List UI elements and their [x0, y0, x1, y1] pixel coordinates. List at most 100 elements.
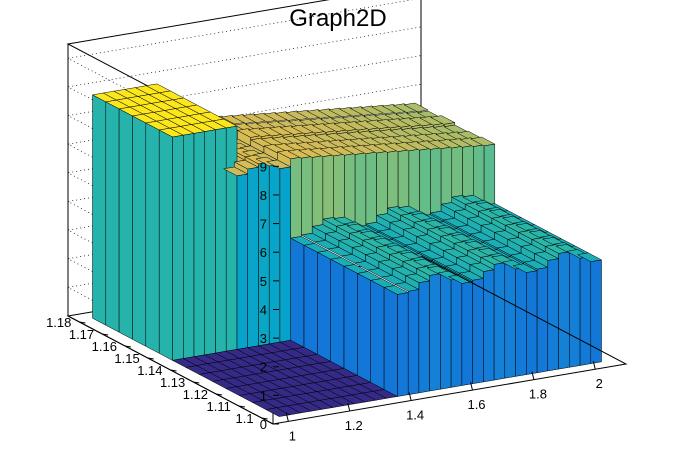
surface-wall [558, 251, 570, 370]
surface-wall [383, 286, 398, 397]
surface-wall [365, 151, 377, 225]
x-tick-label: 1.4 [406, 408, 424, 423]
surface-wall [333, 153, 345, 220]
surface-wall [408, 148, 420, 214]
surface-wall [579, 256, 592, 366]
surface-wall [236, 173, 248, 350]
surface-wall [526, 270, 538, 375]
surface-wall [590, 259, 602, 364]
surface-wall [450, 277, 463, 388]
surface-wall [405, 275, 420, 290]
surface-wall [354, 152, 367, 228]
x-tick-label: 1.6 [467, 397, 485, 412]
surface-wall [397, 149, 410, 209]
surface-wall [430, 147, 442, 214]
surface-wall [357, 272, 371, 383]
x-tick-label: 1.8 [529, 387, 547, 402]
surface-wall [215, 127, 227, 354]
surface-wall [158, 129, 173, 361]
y-tick-mark [124, 345, 132, 348]
surface-wall [419, 148, 431, 217]
surface-cell [231, 114, 257, 124]
surface-cell [371, 104, 397, 115]
y-tick-mark [261, 417, 268, 420]
surface-wall [473, 144, 485, 203]
z-tick-label: 6 [260, 245, 267, 260]
x-tick-mark [347, 402, 351, 412]
y-tick-label: 1.15 [114, 351, 139, 366]
surface-wall [268, 163, 281, 345]
surface-wall [429, 273, 441, 392]
surface-wall [416, 267, 430, 282]
z-tick-label: 7 [260, 217, 267, 232]
x-tick-label: 1 [289, 428, 296, 443]
x-tick-mark [470, 381, 474, 391]
y-tick-label: 1.13 [160, 375, 185, 390]
y-tick-mark [215, 393, 223, 396]
surface-cell [392, 103, 419, 113]
surface-wall [92, 94, 107, 326]
z-tick-label: 4 [260, 302, 267, 317]
surface-wall [440, 146, 453, 205]
surface-wall [469, 264, 484, 279]
surface-wall [387, 150, 399, 209]
surface-wall [376, 151, 388, 216]
surface-cell [263, 112, 290, 122]
surface-wall [172, 134, 184, 361]
surface-wall [569, 251, 581, 368]
surface-wall [317, 251, 331, 362]
surface-wall [459, 272, 473, 283]
surface-cell [252, 112, 279, 123]
surface-cell [220, 115, 247, 125]
surface-mesh [91, 83, 603, 417]
surface-cell [242, 113, 268, 123]
surface-wall [493, 262, 506, 381]
surface-wall [303, 244, 318, 355]
y-tick-label: 1.14 [137, 363, 162, 378]
x-tick-label: 2 [596, 376, 603, 391]
y-tick-label: 1.17 [69, 327, 94, 342]
x-tick-mark [408, 392, 412, 401]
y-tick-label: 1.18 [46, 315, 71, 330]
surface-wall [480, 256, 495, 271]
surface-wall [483, 143, 496, 206]
y-tick-label: 1.12 [183, 387, 208, 402]
y-tick-mark [102, 333, 109, 336]
surface-wall [279, 166, 291, 343]
chart-title: Graph2D [289, 5, 386, 32]
surface-wall [472, 278, 484, 384]
surface-cell [349, 106, 376, 116]
surface-wall [407, 289, 420, 395]
z-tick-label: 0 [260, 417, 267, 432]
surface-wall [330, 258, 345, 369]
surface-cell [338, 107, 365, 117]
surface-wall [547, 258, 559, 372]
y-tick-label: 1.1 [236, 411, 254, 426]
surface-wall [145, 122, 160, 354]
surface-wall [544, 245, 559, 260]
surface-cell [306, 109, 333, 119]
surface-wall [301, 156, 313, 236]
surface-wall [290, 237, 305, 348]
surface-wall [183, 133, 195, 359]
surface-wall [461, 281, 473, 386]
surface-wall [523, 261, 538, 272]
z-tick-label: 8 [260, 188, 267, 203]
y-tick-label: 1.16 [92, 339, 117, 354]
z-tick-label: 2 [260, 360, 267, 375]
surface-wall [225, 125, 238, 352]
y-tick-label: 1.11 [206, 399, 230, 414]
surface-wall [504, 262, 516, 379]
x-tick-label: 1.2 [345, 418, 363, 433]
x-axis-ticks: 1 1.2 1.4 1.6 1.8 2 [285, 361, 603, 443]
surface-wall [204, 129, 216, 356]
surface-wall [244, 156, 259, 168]
surface-wall [397, 292, 409, 397]
surface-wall [370, 279, 385, 390]
surface-wall [234, 161, 248, 175]
surface-wall [440, 272, 452, 390]
y-axis-ticks: 1.1 1.111.121.131.141.151.161.171.18 [46, 315, 268, 426]
y-tick-mark [238, 405, 245, 408]
